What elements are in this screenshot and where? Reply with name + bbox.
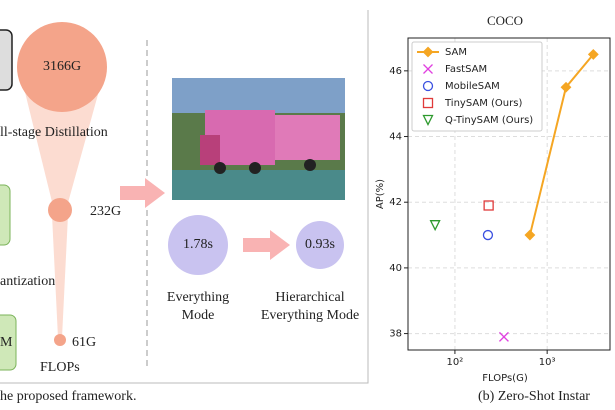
y-tick-label: 44 [389, 132, 402, 143]
plot-frame [407, 37, 611, 351]
flops-label: 232G [90, 204, 121, 219]
y-tick-label: 40 [389, 263, 402, 274]
time-circle [168, 215, 228, 275]
caption: (b) Zero-Shot Instar [478, 389, 590, 404]
x-tick-label: 10³ [539, 357, 556, 368]
legend-label: TinySAM (Ours) [444, 98, 522, 109]
legend-box [411, 41, 543, 132]
model-box [0, 29, 13, 91]
flops-circle [17, 22, 107, 112]
panel-border [0, 10, 369, 384]
chart-title: COCO [487, 13, 523, 28]
model-box [0, 314, 17, 371]
marker [560, 81, 572, 93]
x-axis-label: FLOPs(G) [482, 373, 528, 384]
stage-label: ll-stage Distillation [0, 125, 108, 140]
time-circle [296, 221, 344, 269]
mode-label: Everything Mode [261, 308, 359, 323]
flops-circle [48, 198, 72, 222]
flops-label: 3166G [43, 59, 81, 74]
flops-circle [54, 334, 66, 346]
mode-label: Mode [182, 308, 215, 323]
legend-marker [422, 114, 434, 126]
marker [587, 49, 599, 60]
flops-label: 61G [72, 335, 96, 350]
legend-marker [422, 97, 434, 109]
arrow [243, 230, 290, 260]
funnel [22, 80, 102, 210]
legend-label: SAM [445, 47, 467, 58]
x-tick-label: 10² [447, 357, 464, 368]
flops-caption: FLOPs [40, 360, 80, 375]
legend-label: Q-TinySAM (Ours) [445, 115, 533, 126]
time-label: 0.93s [305, 237, 335, 252]
y-tick-label: 38 [389, 329, 402, 340]
marker [498, 331, 509, 342]
funnel [52, 215, 68, 338]
mode-label: Everything [167, 290, 229, 305]
y-axis-label: AP(%) [375, 179, 386, 209]
caption: he proposed framework. [0, 389, 136, 404]
marker [482, 229, 494, 241]
segmentation-image [172, 78, 345, 200]
stage-label: antization [0, 274, 55, 289]
legend-label: MobileSAM [445, 81, 500, 92]
legend-label: FastSAM [445, 64, 487, 75]
y-tick-label: 46 [389, 66, 402, 77]
time-label: 1.78s [183, 237, 213, 252]
legend-marker [422, 46, 434, 58]
legend-marker [423, 64, 433, 74]
model-box [0, 184, 11, 246]
legend-marker [422, 80, 434, 92]
mode-label: Hierarchical [275, 290, 344, 305]
box-label: M [0, 335, 13, 350]
arrow [120, 178, 165, 208]
marker [483, 200, 494, 211]
marker [429, 220, 441, 232]
y-tick-label: 42 [389, 197, 402, 208]
marker [524, 229, 536, 241]
